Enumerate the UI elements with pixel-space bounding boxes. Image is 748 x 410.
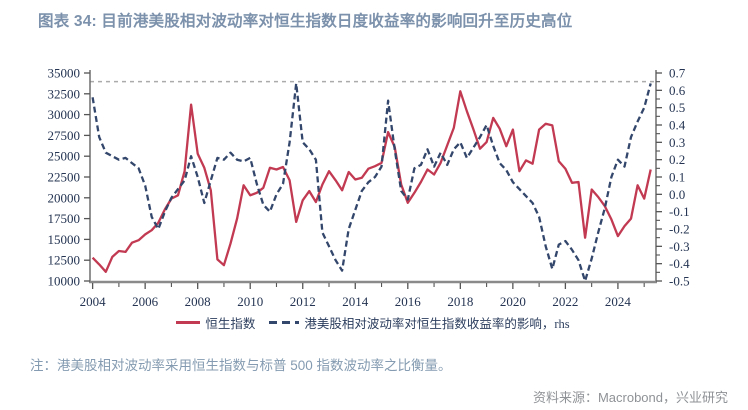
svg-text:20000: 20000 [48, 190, 81, 205]
svg-text:12500: 12500 [48, 253, 81, 268]
svg-text:2008: 2008 [185, 294, 211, 309]
chart-note: 注：港美股相对波动率采用恒生指数与标普 500 指数波动率之比衡量。 [30, 358, 452, 373]
chart-legend: 恒生指数 港美股相对波动率对恒生指数收益率的影响，rhs [90, 313, 656, 332]
svg-text:22500: 22500 [48, 170, 81, 185]
svg-text:25000: 25000 [48, 149, 81, 164]
svg-text:2024: 2024 [605, 294, 632, 309]
svg-text:35000: 35000 [48, 66, 81, 81]
svg-text:0.0: 0.0 [669, 187, 685, 202]
svg-text:2012: 2012 [290, 294, 316, 309]
svg-text:17500: 17500 [48, 211, 81, 226]
svg-text:2004: 2004 [80, 294, 107, 309]
svg-text:-0.5: -0.5 [669, 274, 690, 289]
svg-text:2022: 2022 [552, 294, 578, 309]
svg-text:-0.2: -0.2 [669, 222, 690, 237]
svg-text:32500: 32500 [48, 86, 81, 101]
legend-label-hsi: 恒生指数 [205, 317, 256, 331]
svg-text:-0.1: -0.1 [669, 204, 690, 219]
svg-text:0.5: 0.5 [669, 100, 685, 115]
legend-item-impact: 港美股相对波动率对恒生指数收益率的影响，rhs [269, 313, 570, 332]
svg-text:27500: 27500 [48, 128, 81, 143]
svg-text:-0.3: -0.3 [669, 239, 690, 254]
svg-text:0.6: 0.6 [669, 83, 686, 98]
svg-text:0.3: 0.3 [669, 135, 685, 150]
svg-text:15000: 15000 [48, 232, 81, 247]
source-line: 资料来源：Macrobond，兴业研究 [532, 390, 728, 405]
svg-text:30000: 30000 [48, 107, 81, 122]
svg-text:2014: 2014 [342, 294, 369, 309]
legend-label-impact: 港美股相对波动率对恒生指数收益率的影响，rhs [304, 317, 570, 331]
svg-text:10000: 10000 [48, 274, 81, 289]
svg-text:2006: 2006 [132, 294, 159, 309]
svg-text:0.1: 0.1 [669, 170, 685, 185]
svg-text:2018: 2018 [447, 294, 473, 309]
chart-canvas: 35000 32500 30000 27500 25000 22500 20000 17500… [48, 66, 691, 310]
impact-line-swatch [269, 321, 300, 324]
svg-text:0.7: 0.7 [669, 66, 686, 81]
svg-text:0.2: 0.2 [669, 152, 685, 167]
svg-text:2020: 2020 [500, 294, 526, 309]
svg-text:-0.4: -0.4 [669, 256, 690, 271]
svg-text:2010: 2010 [237, 294, 263, 309]
figure-title: 图表 34: 目前港美股相对波动率对恒生指数日度收益率的影响回升至历史高位 [38, 13, 573, 30]
svg-text:0.4: 0.4 [669, 118, 686, 133]
legend-item-hsi: 恒生指数 [176, 313, 255, 332]
svg-text:2016: 2016 [395, 294, 422, 309]
hsi-line-swatch [176, 321, 201, 324]
